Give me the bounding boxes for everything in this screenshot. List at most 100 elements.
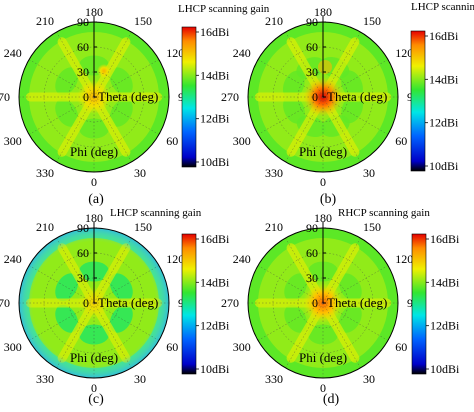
theta-tick-label: 60 <box>306 40 318 54</box>
colorbar-tick-label: 10dBi <box>430 362 460 376</box>
theta-tick-label: 90 <box>306 221 318 235</box>
theta-tick-label: 90 <box>77 15 89 29</box>
phi-tick-label: 30 <box>363 166 375 180</box>
phi-tick-label: 270 <box>0 90 10 104</box>
colorbar-tick-label: 14dBi <box>430 275 460 289</box>
theta-axis-label: Theta (deg) <box>98 295 158 310</box>
colorbar-tick-label: 14dBi <box>200 68 230 82</box>
colorbar-tick-label: 12dBi <box>429 116 459 130</box>
gain-lobe <box>109 67 133 96</box>
phi-tick-label: 120 <box>166 46 184 60</box>
theta-tick-label: 0 <box>312 90 318 104</box>
phi-axis-label: Phi (deg) <box>70 144 118 159</box>
phi-axis-label: Phi (deg) <box>299 144 347 159</box>
colorbar-tick-label: 14dBi <box>200 275 230 289</box>
phi-tick-label: 330 <box>36 372 54 386</box>
colorbar <box>411 233 427 375</box>
phi-tick-label: 300 <box>4 340 22 354</box>
theta-tick-label: 30 <box>306 271 318 285</box>
phi-tick-label: 30 <box>134 166 146 180</box>
phi-tick-label: 60 <box>395 134 407 148</box>
phi-tick-label: 120 <box>395 46 413 60</box>
theta-tick-label: 60 <box>77 40 89 54</box>
colorbar-tick-label: 14dBi <box>429 72 459 86</box>
colorbar-tick-label: 10dBi <box>200 155 230 169</box>
panel-title: RHCP scanning gain <box>338 207 430 219</box>
phi-tick-label: 210 <box>36 220 54 234</box>
colorbar-tick-label: 12dBi <box>200 319 230 333</box>
phi-tick-label: 180 <box>314 211 332 225</box>
phi-tick-label: 0 <box>320 381 326 395</box>
phi-tick-label: 120 <box>395 252 413 266</box>
gain-lobe <box>284 273 308 302</box>
phi-tick-label: 0 <box>91 381 97 395</box>
phi-tick-label: 30 <box>134 372 146 386</box>
panel-d: 90603001802102402703003300306090120150Th… <box>221 207 460 407</box>
secondary-peak-spot <box>97 64 111 78</box>
gain-lobe <box>341 70 363 100</box>
phi-tick-label: 300 <box>233 340 251 354</box>
theta-tick-label: 30 <box>306 65 318 79</box>
phi-tick-label: 150 <box>134 14 152 28</box>
phi-tick-label: 150 <box>363 220 381 234</box>
phi-tick-label: 150 <box>134 220 152 234</box>
colorbar <box>181 233 197 375</box>
phi-tick-label: 240 <box>4 46 22 60</box>
phi-tick-label: 30 <box>363 372 375 386</box>
panel-label: (b) <box>320 192 337 207</box>
theta-tick-label: 90 <box>306 15 318 29</box>
panel-label: (c) <box>88 392 104 407</box>
theta-axis-label: Theta (deg) <box>327 295 387 310</box>
phi-tick-label: 60 <box>166 134 178 148</box>
phi-tick-label: 210 <box>265 220 283 234</box>
phi-tick-label: 180 <box>85 5 103 19</box>
phi-tick-label: 330 <box>265 166 283 180</box>
phi-tick-label: 300 <box>4 134 22 148</box>
theta-tick-label: 60 <box>77 246 89 260</box>
phi-tick-label: 210 <box>265 14 283 28</box>
gain-lobe <box>341 94 364 124</box>
panel-c: 90603001802102402703003300306090120150Th… <box>0 207 230 407</box>
theta-tick-label: 0 <box>312 296 318 310</box>
phi-tick-label: 270 <box>221 296 239 310</box>
theta-axis-label: Theta (deg) <box>327 89 387 104</box>
colorbar <box>410 30 426 172</box>
gain-lobe <box>55 67 79 96</box>
theta-tick-label: 0 <box>83 296 89 310</box>
colorbar <box>181 26 197 168</box>
colorbar-tick-label: 10dBi <box>200 362 230 376</box>
phi-tick-label: 180 <box>314 5 332 19</box>
phi-tick-label: 270 <box>221 90 239 104</box>
theta-tick-label: 60 <box>306 246 318 260</box>
phi-tick-label: 210 <box>36 14 54 28</box>
phi-tick-label: 270 <box>0 296 10 310</box>
phi-tick-label: 60 <box>395 340 407 354</box>
colorbar-tick-label: 12dBi <box>430 319 460 333</box>
phi-tick-label: 300 <box>233 134 251 148</box>
panel-title: LHCP scanning gain <box>411 1 474 13</box>
phi-tick-label: 240 <box>233 252 251 266</box>
phi-axis-label: Phi (deg) <box>70 350 118 365</box>
theta-tick-label: 90 <box>77 221 89 235</box>
colorbar-tick-label: 16dBi <box>429 29 459 43</box>
gain-lobe <box>283 94 305 124</box>
phi-tick-label: 180 <box>85 211 103 225</box>
panel-title: LHCP scanning gain <box>178 3 270 15</box>
theta-tick-label: 30 <box>77 271 89 285</box>
phi-tick-label: 120 <box>166 252 184 266</box>
phi-tick-label: 330 <box>265 372 283 386</box>
colorbar-tick-label: 12dBi <box>200 112 230 126</box>
panel-label: (d) <box>323 392 340 407</box>
phi-tick-label: 150 <box>363 14 381 28</box>
phi-tick-label: 330 <box>36 166 54 180</box>
phi-tick-label: 240 <box>4 252 22 266</box>
colorbar-tick-label: 16dBi <box>200 232 230 246</box>
panel-label: (a) <box>88 192 104 207</box>
panel-a: 90603001802102402703003300306090120150Th… <box>0 3 270 207</box>
phi-tick-label: 240 <box>233 46 251 60</box>
phi-tick-label: 0 <box>320 175 326 189</box>
panel-b: 90603001802102402703003300306090120150Th… <box>221 1 474 207</box>
theta-tick-label: 30 <box>77 65 89 79</box>
phi-axis-label: Phi (deg) <box>299 350 347 365</box>
